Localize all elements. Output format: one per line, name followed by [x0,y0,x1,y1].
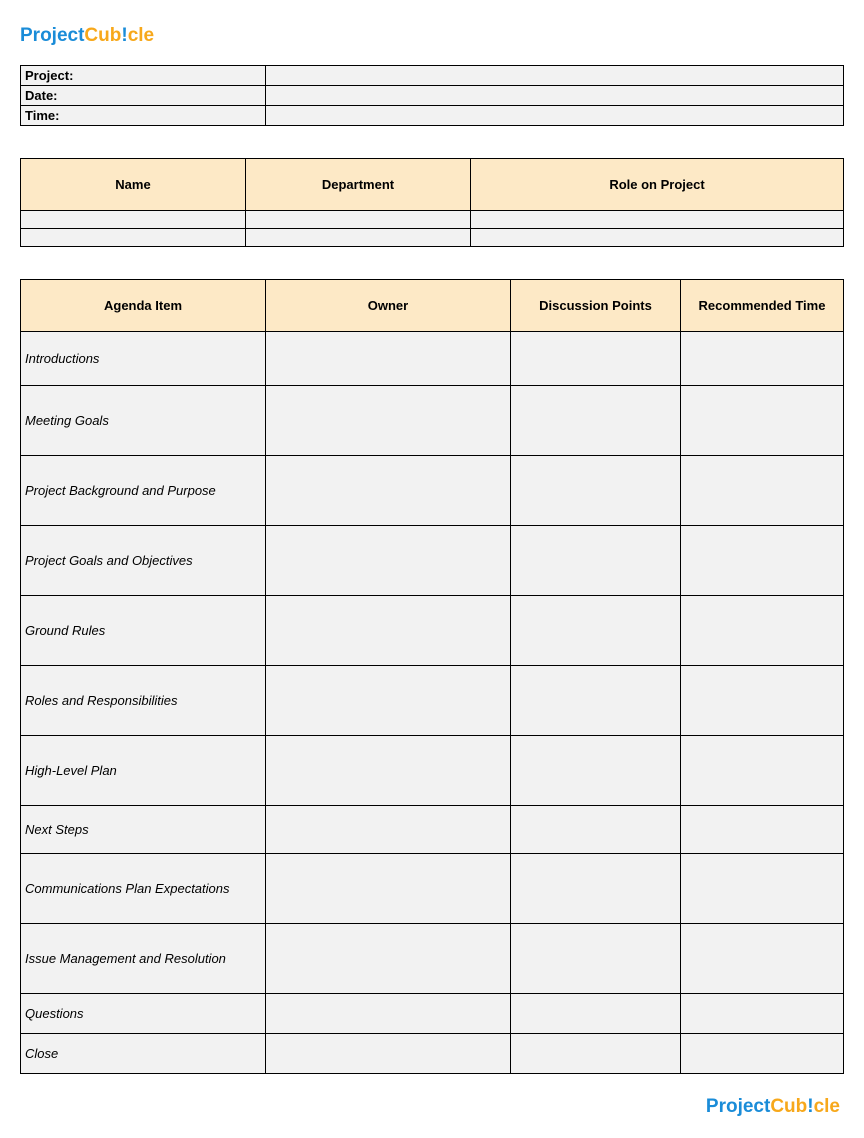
agenda-cell[interactable] [266,994,511,1034]
agenda-cell[interactable] [511,994,681,1034]
agenda-cell[interactable] [511,736,681,806]
footer-logo: ProjectCub!cle [20,1096,844,1118]
agenda-cell[interactable] [266,736,511,806]
agenda-item-name: Communications Plan Expectations [21,854,266,924]
agenda-row: Next Steps [21,806,844,854]
agenda-cell[interactable] [681,736,844,806]
agenda-row: Ground Rules [21,596,844,666]
agenda-cell[interactable] [266,1034,511,1074]
agenda-item-name: Meeting Goals [21,386,266,456]
info-row: Project: [21,66,844,86]
agenda-cell[interactable] [511,1034,681,1074]
agenda-cell[interactable] [681,596,844,666]
agenda-table: Agenda ItemOwnerDiscussion PointsRecomme… [20,279,844,1074]
info-value[interactable] [266,106,844,126]
agenda-cell[interactable] [681,924,844,994]
agenda-cell[interactable] [681,994,844,1034]
agenda-row: Communications Plan Expectations [21,854,844,924]
agenda-cell[interactable] [266,666,511,736]
attendees-header-cell: Name [21,159,246,211]
info-row: Time: [21,106,844,126]
attendees-header-cell: Role on Project [471,159,844,211]
agenda-item-name: Project Background and Purpose [21,456,266,526]
agenda-row: Project Goals and Objectives [21,526,844,596]
agenda-cell[interactable] [511,854,681,924]
agenda-cell[interactable] [511,526,681,596]
agenda-row: Issue Management and Resolution [21,924,844,994]
agenda-row: Meeting Goals [21,386,844,456]
agenda-item-name: Close [21,1034,266,1074]
footer-logo-part-project: Project [706,1096,770,1117]
info-value[interactable] [266,86,844,106]
agenda-cell[interactable] [681,1034,844,1074]
info-row: Date: [21,86,844,106]
agenda-row: Close [21,1034,844,1074]
info-label: Project: [21,66,266,86]
agenda-cell[interactable] [266,526,511,596]
agenda-cell[interactable] [681,332,844,386]
agenda-cell[interactable] [266,332,511,386]
footer-logo-part-cub: Cub [770,1096,807,1117]
project-info-table: Project:Date:Time: [20,65,844,126]
agenda-cell[interactable] [511,456,681,526]
agenda-cell[interactable] [266,596,511,666]
agenda-cell[interactable] [511,666,681,736]
logo-part-cle: cle [128,25,154,46]
attendee-cell[interactable] [471,229,844,247]
agenda-row: Project Background and Purpose [21,456,844,526]
agenda-cell[interactable] [681,386,844,456]
agenda-cell[interactable] [681,806,844,854]
agenda-cell[interactable] [681,456,844,526]
header-logo: ProjectCub!cle [20,25,844,47]
info-value[interactable] [266,66,844,86]
info-label: Date: [21,86,266,106]
attendee-cell[interactable] [471,211,844,229]
attendee-row [21,229,844,247]
agenda-cell[interactable] [266,456,511,526]
agenda-cell[interactable] [266,386,511,456]
agenda-item-name: Project Goals and Objectives [21,526,266,596]
agenda-row: Questions [21,994,844,1034]
agenda-item-name: Introductions [21,332,266,386]
agenda-item-name: High-Level Plan [21,736,266,806]
attendee-cell[interactable] [246,211,471,229]
agenda-header-cell: Discussion Points [511,280,681,332]
agenda-item-name: Next Steps [21,806,266,854]
agenda-cell[interactable] [511,596,681,666]
agenda-cell[interactable] [681,854,844,924]
agenda-cell[interactable] [681,666,844,736]
attendees-header-cell: Department [246,159,471,211]
agenda-cell[interactable] [511,924,681,994]
agenda-cell[interactable] [511,332,681,386]
agenda-cell[interactable] [511,806,681,854]
agenda-item-name: Questions [21,994,266,1034]
attendees-table: NameDepartmentRole on Project [20,158,844,247]
attendee-cell[interactable] [21,229,246,247]
agenda-row: High-Level Plan [21,736,844,806]
agenda-cell[interactable] [266,806,511,854]
agenda-item-name: Issue Management and Resolution [21,924,266,994]
agenda-cell[interactable] [266,924,511,994]
info-label: Time: [21,106,266,126]
attendee-row [21,211,844,229]
agenda-header-cell: Owner [266,280,511,332]
footer-logo-part-cle: cle [814,1096,840,1117]
agenda-header-cell: Recommended Time [681,280,844,332]
agenda-cell[interactable] [266,854,511,924]
agenda-row: Roles and Responsibilities [21,666,844,736]
agenda-row: Introductions [21,332,844,386]
logo-part-cub: Cub [84,25,121,46]
agenda-cell[interactable] [681,526,844,596]
attendee-cell[interactable] [246,229,471,247]
logo-part-project: Project [20,25,84,46]
attendee-cell[interactable] [21,211,246,229]
agenda-cell[interactable] [511,386,681,456]
agenda-item-name: Ground Rules [21,596,266,666]
agenda-item-name: Roles and Responsibilities [21,666,266,736]
agenda-header-cell: Agenda Item [21,280,266,332]
